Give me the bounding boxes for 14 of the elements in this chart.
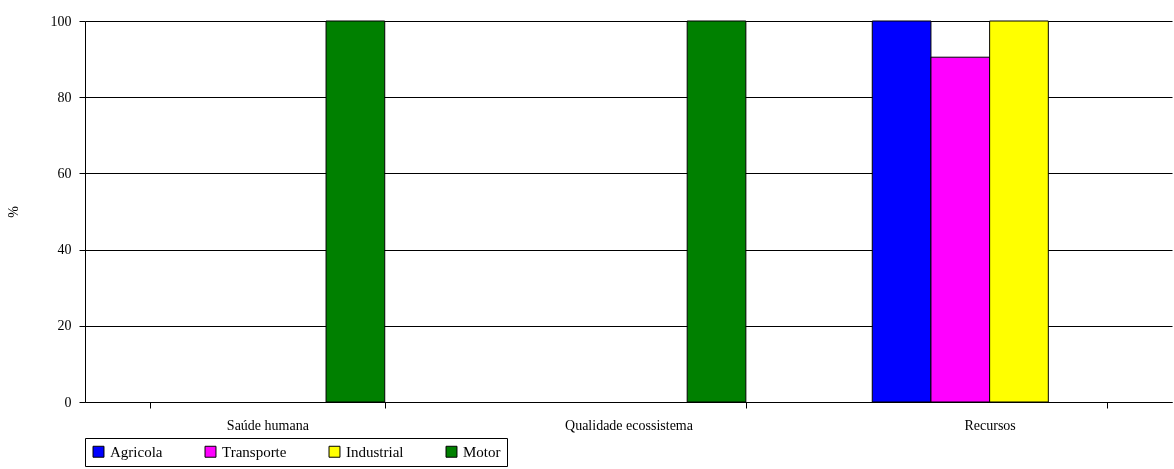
legend-label: Motor (463, 443, 501, 460)
y-axis-title: % (5, 205, 21, 218)
x-tick-label: Saúde humana (226, 417, 310, 433)
y-tick-label: 0 (64, 394, 72, 410)
y-tick-label: 40 (57, 242, 72, 258)
legend-label: Industrial (346, 443, 404, 460)
y-tick-label: 100 (50, 13, 72, 29)
y-tick-label: 20 (57, 318, 72, 334)
x-tick-label: Recursos (964, 417, 1016, 433)
x-tick-label: Qualidade ecossistema (565, 417, 694, 433)
legend-label: Agricola (110, 443, 163, 460)
legend-label: Transporte (222, 443, 287, 460)
y-tick-label: 60 (57, 165, 72, 181)
y-tick-label: 80 (57, 89, 72, 105)
